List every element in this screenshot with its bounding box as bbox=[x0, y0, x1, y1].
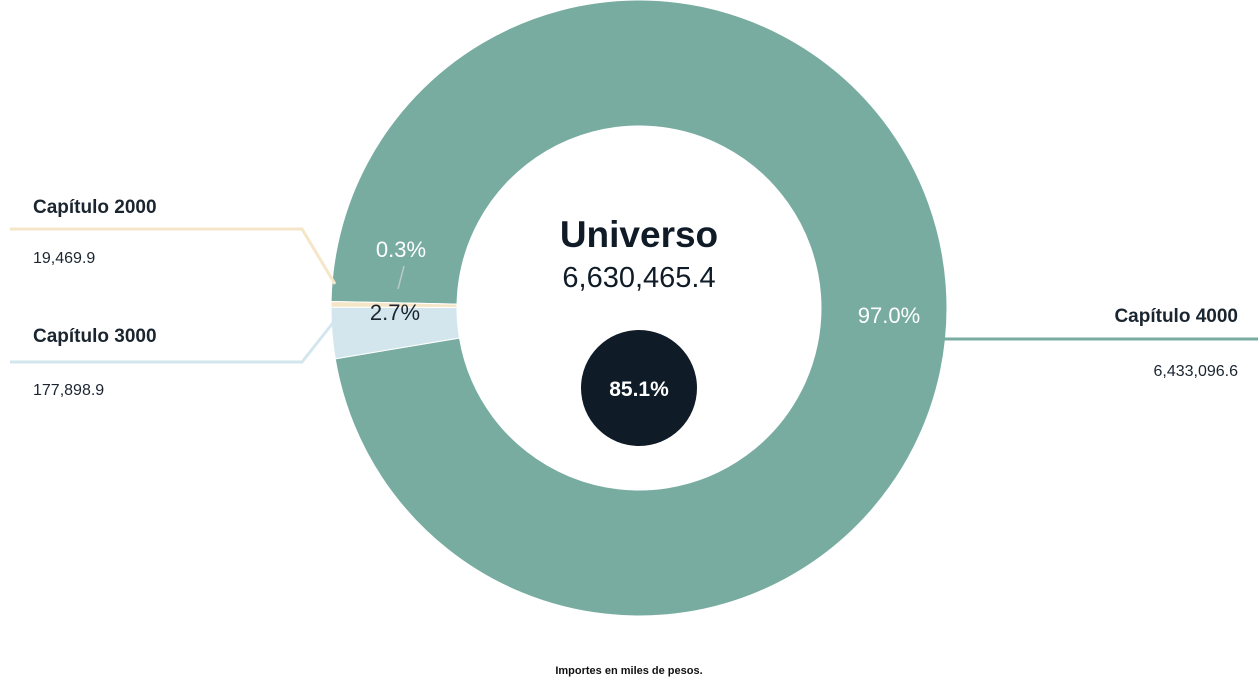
percent-capitulo-4000: 97.0% bbox=[858, 303, 920, 328]
leader-lines bbox=[10, 227, 1258, 364]
slice-capitulo-4000 bbox=[330, 0, 948, 617]
center-badge bbox=[581, 330, 697, 446]
leader-percent-capitulo-2000 bbox=[397, 265, 405, 290]
value-capitulo-4000: 6,433,096.6 bbox=[1153, 363, 1238, 380]
label-capitulo-3000: Capítulo 3000 bbox=[33, 326, 157, 347]
leader-capitulo-3000 bbox=[10, 318, 338, 364]
percent-capitulo-3000: 2.7% bbox=[370, 300, 420, 325]
percent-labels: 97.0% 0.3% 2.7% bbox=[370, 237, 920, 328]
label-capitulo-4000: Capítulo 4000 bbox=[1114, 306, 1238, 327]
value-capitulo-2000: 19,469.9 bbox=[33, 250, 95, 267]
center-badge-text: 85.1% bbox=[609, 378, 669, 401]
leader-capitulo-2000 bbox=[10, 227, 337, 285]
slice-capitulo-2000 bbox=[330, 300, 458, 308]
label-capitulo-2000: Capítulo 2000 bbox=[33, 197, 157, 218]
footnote: Importes en miles de pesos. bbox=[555, 665, 703, 677]
center-total: 6,630,465.4 bbox=[562, 262, 715, 294]
donut-slices bbox=[330, 0, 948, 617]
percent-capitulo-2000: 0.3% bbox=[376, 237, 426, 262]
center-title: Universo bbox=[560, 214, 718, 255]
value-capitulo-3000: 177,898.9 bbox=[33, 382, 104, 399]
